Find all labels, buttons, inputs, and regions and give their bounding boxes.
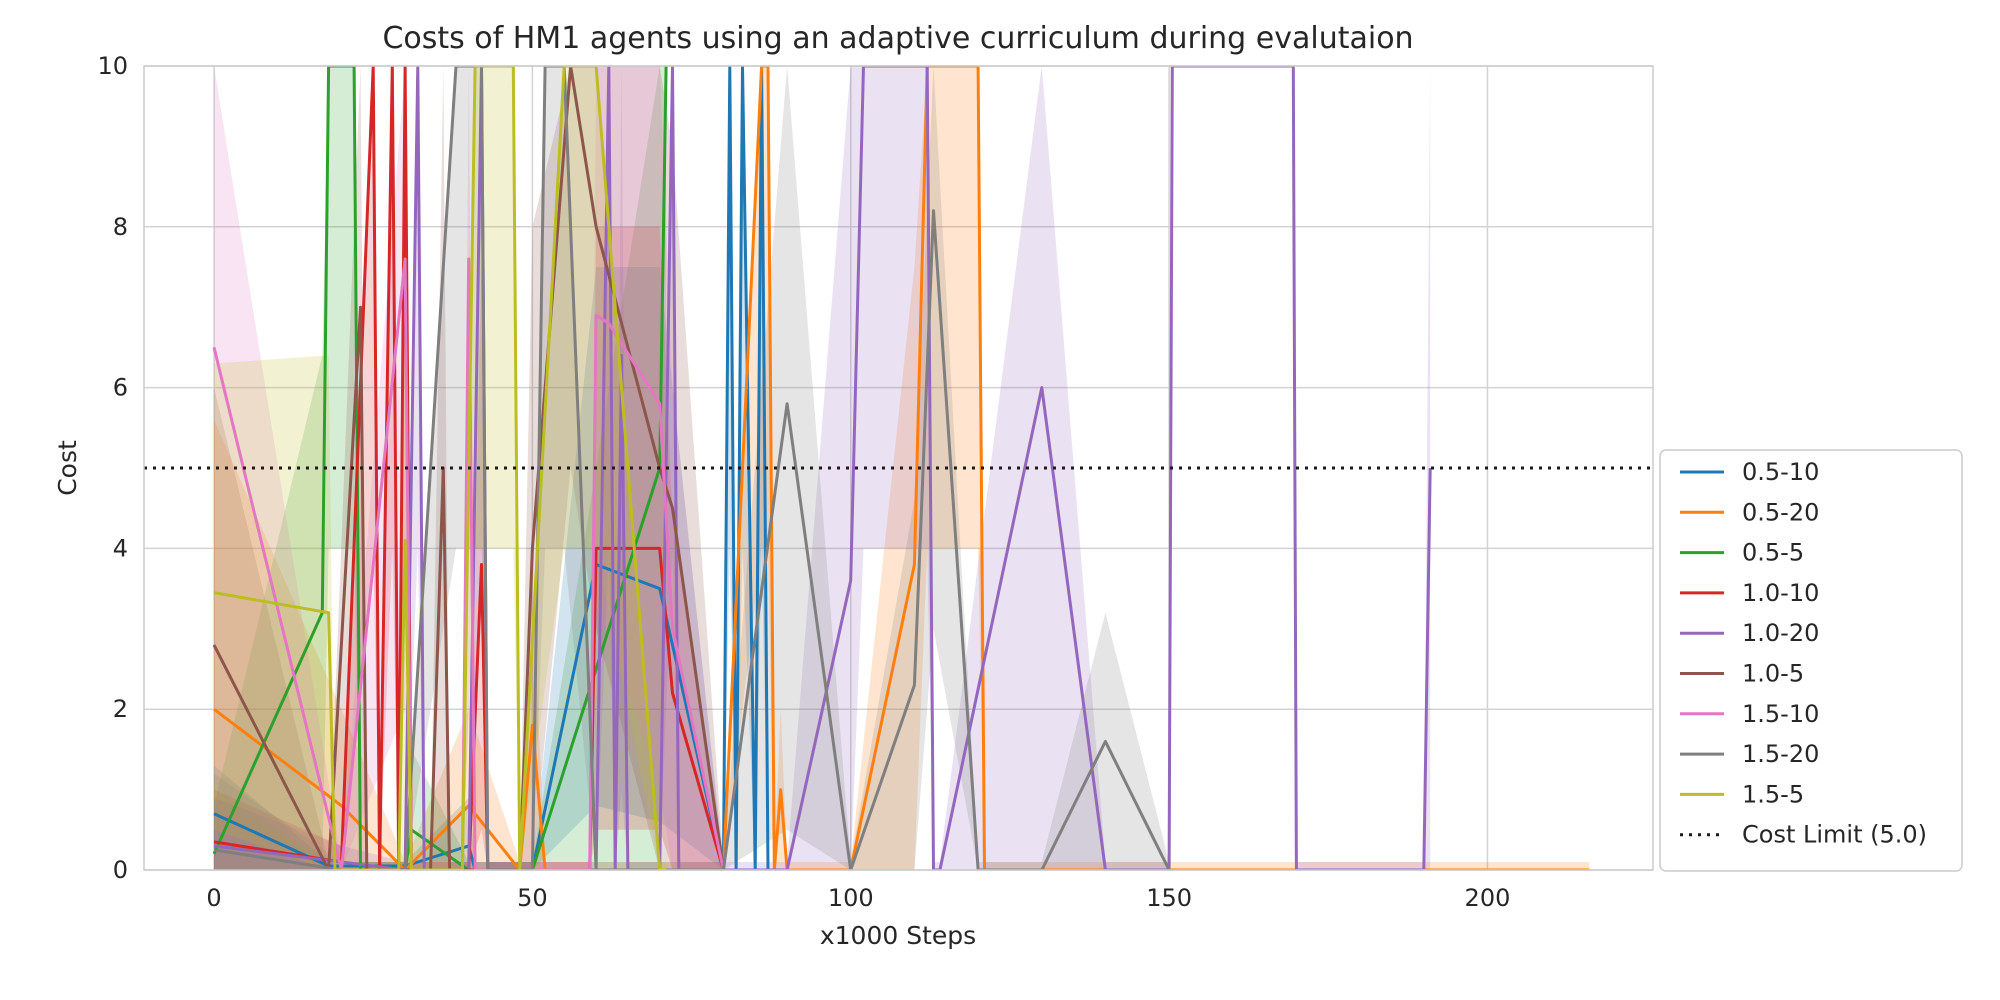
- legend-frame: [1659, 449, 1963, 872]
- x-tick-label: 50: [517, 884, 548, 912]
- series-line-0.5-5: [212, 66, 668, 870]
- series-line-1.5-10: [212, 257, 725, 870]
- x-tick-label: 100: [828, 884, 874, 912]
- confidence-band-0.5-10: [214, 66, 768, 870]
- legend-item: 1.0-20: [1680, 619, 1819, 647]
- series-line-1.5-20: [213, 66, 1171, 870]
- legend-item: 1.0-10: [1680, 579, 1819, 607]
- legend-label: 1.0-5: [1742, 660, 1804, 688]
- legend-item: 1.5-20: [1680, 740, 1819, 768]
- legend-label: 1.0-10: [1742, 579, 1819, 607]
- y-tick-labels: 0 2 4 6 8 10: [97, 52, 128, 884]
- series-line-1.0-10: [213, 66, 725, 870]
- x-tick-label: 200: [1465, 884, 1511, 912]
- legend-label: 1.5-10: [1742, 700, 1819, 728]
- x-axis-title: x1000 Steps: [820, 921, 976, 950]
- legend-item: 0.5-5: [1680, 539, 1804, 567]
- x-tick-label: 0: [206, 884, 221, 912]
- legend-label: 0.5-10: [1742, 458, 1819, 486]
- series-line-1.0-5: [212, 66, 725, 870]
- legend-label: 1.5-20: [1742, 740, 1819, 768]
- confidence-band-1.0-20: [214, 66, 1431, 870]
- y-axis-title: Cost: [53, 440, 82, 496]
- legend-label: 1.5-5: [1742, 780, 1804, 808]
- x-tick-label: 150: [1146, 884, 1192, 912]
- y-tick-label: 10: [97, 52, 128, 80]
- legend-item: 0.5-10: [1680, 458, 1819, 486]
- series-line-1.0-20: [213, 66, 1432, 870]
- y-tick-label: 2: [113, 695, 128, 723]
- series-line-0.5-10: [213, 66, 770, 870]
- chart-title: Costs of HM1 agents using an adaptive cu…: [382, 21, 1413, 56]
- legend-label: 0.5-5: [1742, 539, 1804, 567]
- x-tick-labels: 0 50 100 150 200: [206, 884, 1510, 912]
- legend-item: 1.5-10: [1680, 700, 1819, 728]
- legend-item: 1.0-5: [1680, 660, 1804, 688]
- legend-item: 0.5-20: [1680, 498, 1819, 526]
- y-tick-label: 8: [113, 213, 128, 241]
- legend-label: 1.0-20: [1742, 619, 1819, 647]
- legend-item: 1.5-5: [1680, 780, 1804, 808]
- y-tick-label: 4: [113, 534, 128, 562]
- legend-item: Cost Limit (5.0): [1680, 821, 1927, 849]
- legend-label: 0.5-20: [1742, 498, 1819, 526]
- y-tick-label: 6: [113, 374, 128, 402]
- legend: 0.5-10 0.5-20 0.5-5 1.0-10 1.0-20 1.0-5 1.5-10…: [1659, 449, 1963, 872]
- y-tick-label: 0: [113, 856, 128, 884]
- legend-label: Cost Limit (5.0): [1742, 821, 1927, 849]
- plot-frame: [143, 65, 1654, 871]
